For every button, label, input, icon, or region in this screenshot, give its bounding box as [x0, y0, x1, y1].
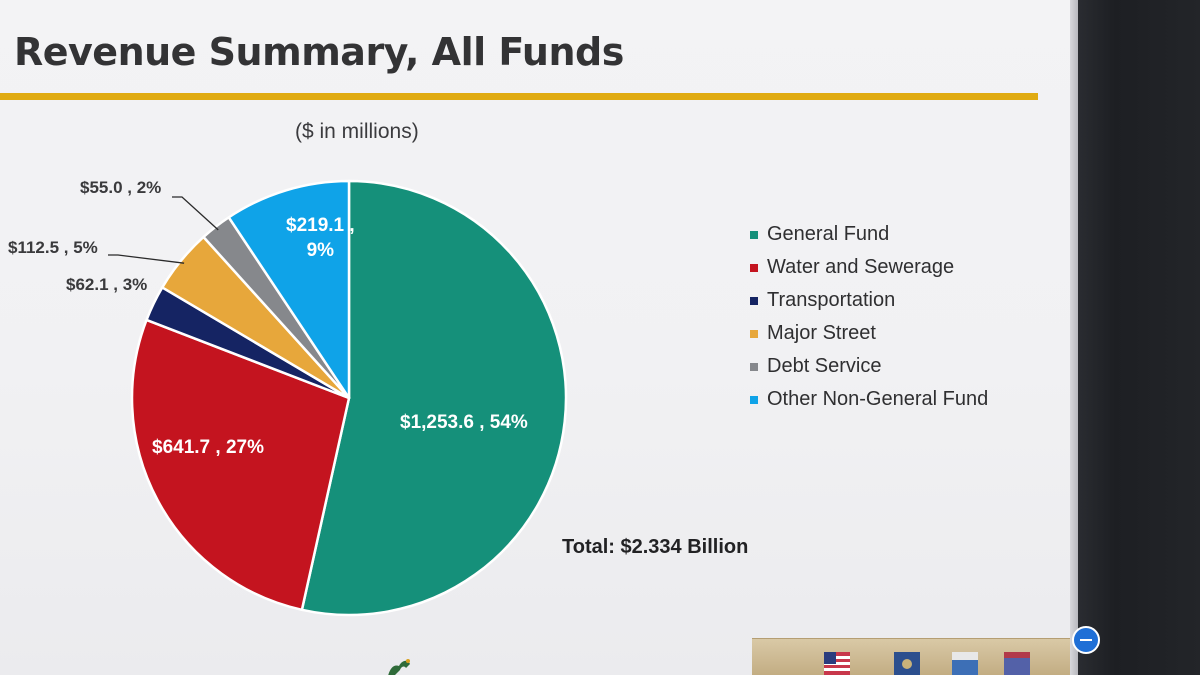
- legend-label: Debt Service: [767, 355, 882, 377]
- slice-label-water-and-sewerage: $641.7 , 27%: [152, 437, 264, 458]
- legend-label: Other Non-General Fund: [767, 388, 989, 410]
- pie-slice-general-fund: [300, 179, 568, 617]
- legend-item: Debt Service: [750, 350, 988, 383]
- video-thumbnail[interactable]: [752, 638, 1082, 675]
- title-underline: [0, 93, 1038, 100]
- slice-label-other-line-1: $219.1 ,: [286, 215, 355, 236]
- leader-line: [172, 196, 219, 231]
- legend-swatch: [750, 395, 758, 404]
- us-flag-icon: [824, 652, 850, 675]
- revenue-pie-chart: [108, 179, 568, 617]
- outer-label-debt-service: $55.0 , 2%: [80, 178, 162, 197]
- slice-label-other-line-2: 9%: [306, 240, 335, 261]
- slide-title: Revenue Summary, All Funds: [14, 30, 624, 74]
- legend-label: Major Street: [767, 322, 876, 344]
- legend-label: General Fund: [767, 223, 890, 245]
- legend-swatch: [750, 296, 758, 305]
- legend-item: Transportation: [750, 284, 988, 317]
- pie-slice-other-non-general-fund: [227, 179, 351, 400]
- county-flag-icon: [1004, 652, 1030, 675]
- chart-legend: General Fund Water and Sewerage Transpor…: [750, 218, 988, 416]
- legend-swatch: [750, 230, 758, 239]
- legend-swatch: [750, 362, 758, 371]
- logo-mark-icon: [388, 659, 410, 675]
- legend-item: Water and Sewerage: [750, 251, 988, 284]
- chart-units-subtitle: ($ in millions): [295, 120, 419, 143]
- minimize-icon[interactable]: [1072, 626, 1100, 654]
- slice-label-other-non-general-fund: $219.1 , 9%: [286, 213, 355, 263]
- outer-label-transportation: $62.1 , 3%: [66, 275, 148, 294]
- city-flag-icon: [952, 652, 978, 675]
- outer-label-major-street: $112.5 , 5%: [8, 238, 98, 257]
- slice-label-general-fund: $1,253.6 , 54%: [400, 412, 528, 433]
- pie-slice-water-and-sewerage: [130, 318, 351, 612]
- legend-label: Water and Sewerage: [767, 256, 955, 278]
- legend-item: Other Non-General Fund: [750, 383, 988, 416]
- legend-label: Transportation: [767, 289, 896, 311]
- total-revenue-label: Total: $2.334 Billion: [562, 536, 749, 558]
- legend-item: General Fund: [750, 218, 988, 251]
- legend-swatch: [750, 329, 758, 338]
- legend-item: Major Street: [750, 317, 988, 350]
- minimize-bar: [1080, 639, 1092, 641]
- monitor-bezel: [1078, 0, 1200, 675]
- legend-swatch: [750, 263, 758, 272]
- presentation-slide: Revenue Summary, All Funds ($ in million…: [0, 0, 1105, 675]
- leader-line: [108, 254, 185, 264]
- state-flag-icon: [894, 652, 920, 675]
